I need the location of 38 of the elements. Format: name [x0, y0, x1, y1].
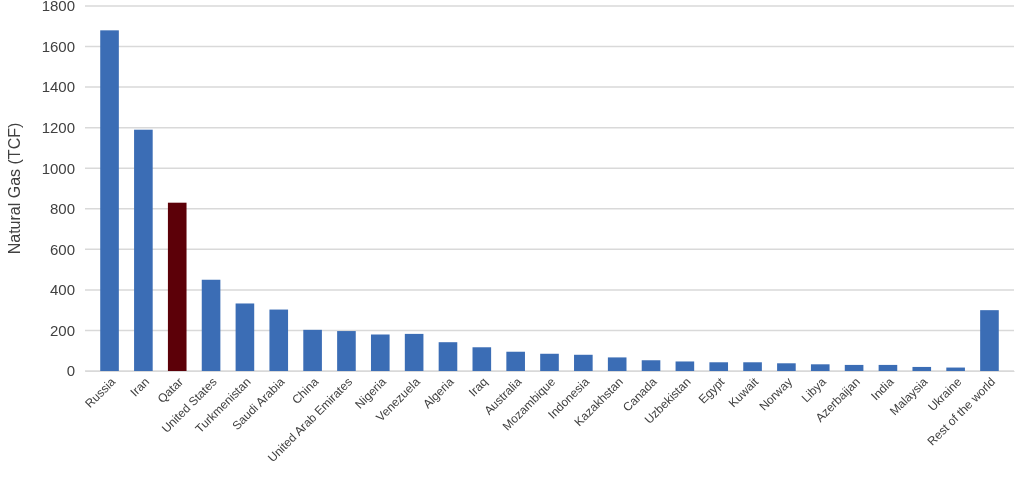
- bar: [607, 357, 627, 371]
- bar: [540, 353, 559, 371]
- bar: [912, 366, 932, 371]
- bar: [574, 354, 593, 371]
- bar: [201, 279, 221, 371]
- bar: [810, 364, 830, 371]
- y-tick-label: 1000: [41, 159, 75, 177]
- y-tick-label: 1800: [41, 0, 75, 15]
- bar: [980, 310, 999, 371]
- y-tick-label: 200: [49, 321, 75, 339]
- y-tick-label: 1600: [41, 37, 75, 55]
- bar: [777, 363, 796, 371]
- bar: [743, 362, 762, 371]
- bar: [337, 331, 356, 371]
- bar: [472, 347, 492, 371]
- bar: [844, 364, 864, 371]
- bar: [303, 329, 322, 371]
- bar: [167, 202, 187, 371]
- bar: [675, 361, 695, 371]
- bar: [404, 333, 424, 371]
- y-axis-title: Natural Gas (TCF): [6, 122, 23, 255]
- y-tick-label: 1200: [41, 118, 75, 136]
- bar: [506, 351, 525, 371]
- bar: [100, 30, 119, 371]
- bar: [641, 360, 661, 371]
- y-tick-label: 600: [49, 240, 75, 258]
- y-tick-label: 0: [66, 362, 75, 380]
- bar: [370, 334, 390, 371]
- y-tick-label: 400: [49, 281, 75, 299]
- y-tick-label: 800: [49, 200, 75, 218]
- x-tick-label: Iran: [127, 374, 153, 400]
- bar: [878, 364, 898, 371]
- bar: [709, 362, 729, 371]
- bar: [438, 342, 458, 371]
- bar: [235, 303, 255, 371]
- y-tick-label: 1400: [41, 78, 75, 96]
- bar: [269, 309, 289, 371]
- bar: [134, 129, 153, 371]
